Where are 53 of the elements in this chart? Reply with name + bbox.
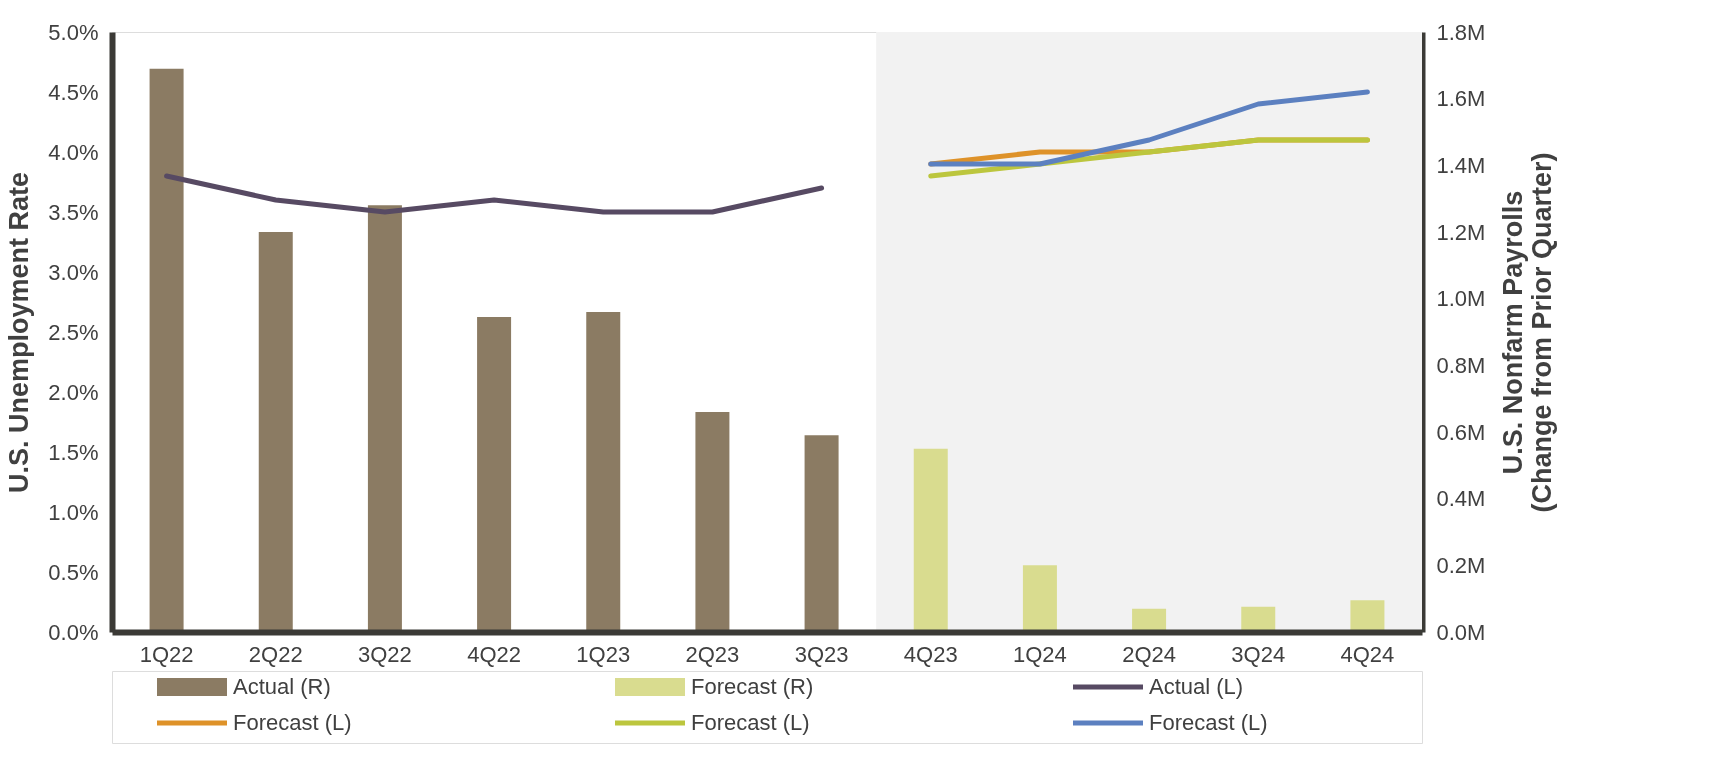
y-tick-label: 3.0%	[48, 259, 99, 285]
bar	[477, 317, 512, 632]
bar	[258, 232, 293, 632]
y-tick-label: 2.5%	[48, 319, 99, 345]
x-tick-label: 4Q24	[1340, 641, 1395, 667]
x-tick-label: 2Q22	[248, 641, 303, 667]
y2-tick-label: 0.6M	[1436, 419, 1486, 445]
y2-tick-label: 1.0M	[1436, 286, 1486, 312]
bar	[804, 435, 839, 632]
y2-axis-title: U.S. Nonfarm Payrolls (Change from Prior Quarter)	[1498, 152, 1558, 513]
x-tick-label: 4Q22	[467, 641, 521, 667]
x-tick-label: 2Q23	[685, 641, 740, 667]
y2-tick-label: 1.4M	[1436, 152, 1486, 178]
y-tick-label: 3.5%	[48, 199, 99, 225]
x-tick-label: 1Q22	[139, 641, 194, 667]
bar	[1132, 608, 1167, 632]
bar	[1241, 606, 1276, 632]
y2-tick-label: 0.0M	[1436, 619, 1486, 645]
x-tick-label: 3Q23	[794, 641, 849, 667]
y-tick-label: 0.5%	[48, 559, 99, 585]
y-tick-label: 0.0%	[48, 619, 99, 645]
y2-tick-label: 0.2M	[1436, 552, 1486, 578]
y2-tick-label: 1.2M	[1436, 219, 1486, 245]
bar	[367, 205, 402, 632]
y-tick-label: 1.5%	[48, 439, 99, 465]
y2-tick-label: 0.8M	[1436, 352, 1486, 378]
legend-label: Forecast (R)	[691, 674, 814, 699]
legend-label: Forecast (L)	[233, 710, 352, 735]
bar	[695, 412, 730, 632]
x-tick-label: 2Q24	[1122, 641, 1176, 667]
x-tick-label: 1Q23	[576, 641, 631, 667]
bar	[1022, 565, 1057, 632]
bar	[913, 448, 948, 632]
legend-label: Forecast (L)	[691, 710, 810, 735]
y2-tick-label: 0.4M	[1436, 486, 1486, 512]
y2-tick-label: 1.8M	[1436, 19, 1486, 45]
legend-label: Actual (R)	[233, 674, 331, 699]
bar	[149, 68, 184, 632]
y-tick-label: 1.0%	[48, 499, 99, 525]
legend-label: Forecast (L)	[1149, 710, 1268, 735]
x-tick-label: 1Q24	[1013, 641, 1067, 667]
y-tick-label: 2.0%	[48, 379, 99, 405]
y-axis-title: U.S. Unemployment Rate	[4, 171, 35, 494]
y-tick-label: 5.0%	[48, 19, 99, 45]
bar	[1350, 600, 1385, 632]
y2-tick-label: 1.6M	[1436, 86, 1486, 112]
x-tick-label: 3Q24	[1231, 641, 1286, 667]
y-tick-label: 4.0%	[48, 139, 99, 165]
legend-label: Actual (L)	[1149, 674, 1244, 699]
bar	[586, 312, 621, 632]
x-tick-label: 3Q22	[358, 641, 412, 667]
y-tick-label: 4.5%	[48, 79, 99, 105]
x-tick-label: 4Q23	[903, 641, 958, 667]
